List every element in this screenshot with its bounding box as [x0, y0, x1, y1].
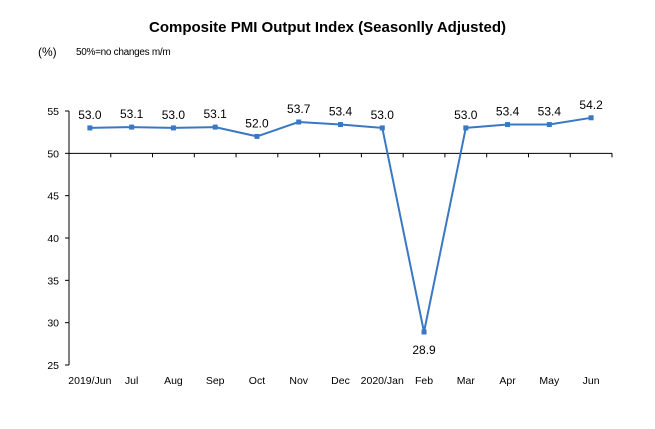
- data-point: [546, 122, 552, 128]
- x-tick-label: Nov: [289, 375, 308, 387]
- data-label: 53.7: [287, 102, 311, 116]
- x-tick-label: 2020/Jan: [361, 375, 404, 387]
- data-point: [212, 124, 218, 130]
- y-tick-label: 35: [47, 275, 59, 287]
- series-line: [89, 116, 592, 333]
- data-label: 53.0: [162, 108, 186, 122]
- y-tick-label: 45: [47, 191, 59, 203]
- data-point: [129, 124, 135, 130]
- data-point: [87, 125, 93, 131]
- data-label: 53.0: [371, 108, 395, 122]
- data-label: 54.2: [579, 98, 603, 112]
- y-tick-label: 25: [47, 360, 59, 372]
- x-tick-label: Oct: [249, 375, 265, 387]
- data-point: [296, 119, 302, 125]
- data-point: [463, 125, 469, 131]
- x-tick-label: 2019/Jun: [68, 375, 111, 387]
- chart-note: 50%=no changes m/m: [76, 47, 171, 58]
- data-point: [254, 133, 260, 139]
- data-label: 53.4: [538, 105, 562, 119]
- data-label: 53.0: [454, 108, 478, 122]
- data-label: 53.0: [78, 108, 102, 122]
- data-label: 52.0: [245, 116, 269, 130]
- data-point: [421, 329, 427, 335]
- x-tick-label: Dec: [331, 375, 350, 387]
- x-tick-label: Sep: [206, 375, 225, 387]
- x-tick-label: Mar: [457, 375, 476, 387]
- y-unit-label: (%): [38, 45, 57, 59]
- data-point: [588, 115, 594, 121]
- data-label: 53.1: [120, 107, 144, 121]
- data-label: 53.4: [329, 105, 353, 119]
- y-tick-label: 50: [47, 148, 59, 160]
- x-tick-label: May: [539, 375, 560, 387]
- x-tick-label: Apr: [499, 375, 516, 387]
- data-point: [338, 122, 343, 128]
- data-point: [379, 125, 385, 131]
- data-point: [505, 122, 511, 128]
- x-tick-label: Jun: [583, 375, 600, 387]
- x-tick-label: Feb: [415, 375, 433, 387]
- data-point: [170, 125, 176, 131]
- data-label: 53.1: [204, 107, 228, 121]
- y-tick-label: 55: [47, 106, 59, 118]
- chart-title: Composite PMI Output Index (Seasonlly Ad…: [149, 19, 506, 36]
- data-label: 53.4: [496, 105, 520, 119]
- x-tick-label: Aug: [164, 375, 183, 387]
- y-tick-label: 30: [47, 318, 59, 330]
- data-label: 28.9: [412, 343, 436, 357]
- y-tick-label: 40: [47, 233, 59, 245]
- x-tick-label: Jul: [125, 375, 138, 387]
